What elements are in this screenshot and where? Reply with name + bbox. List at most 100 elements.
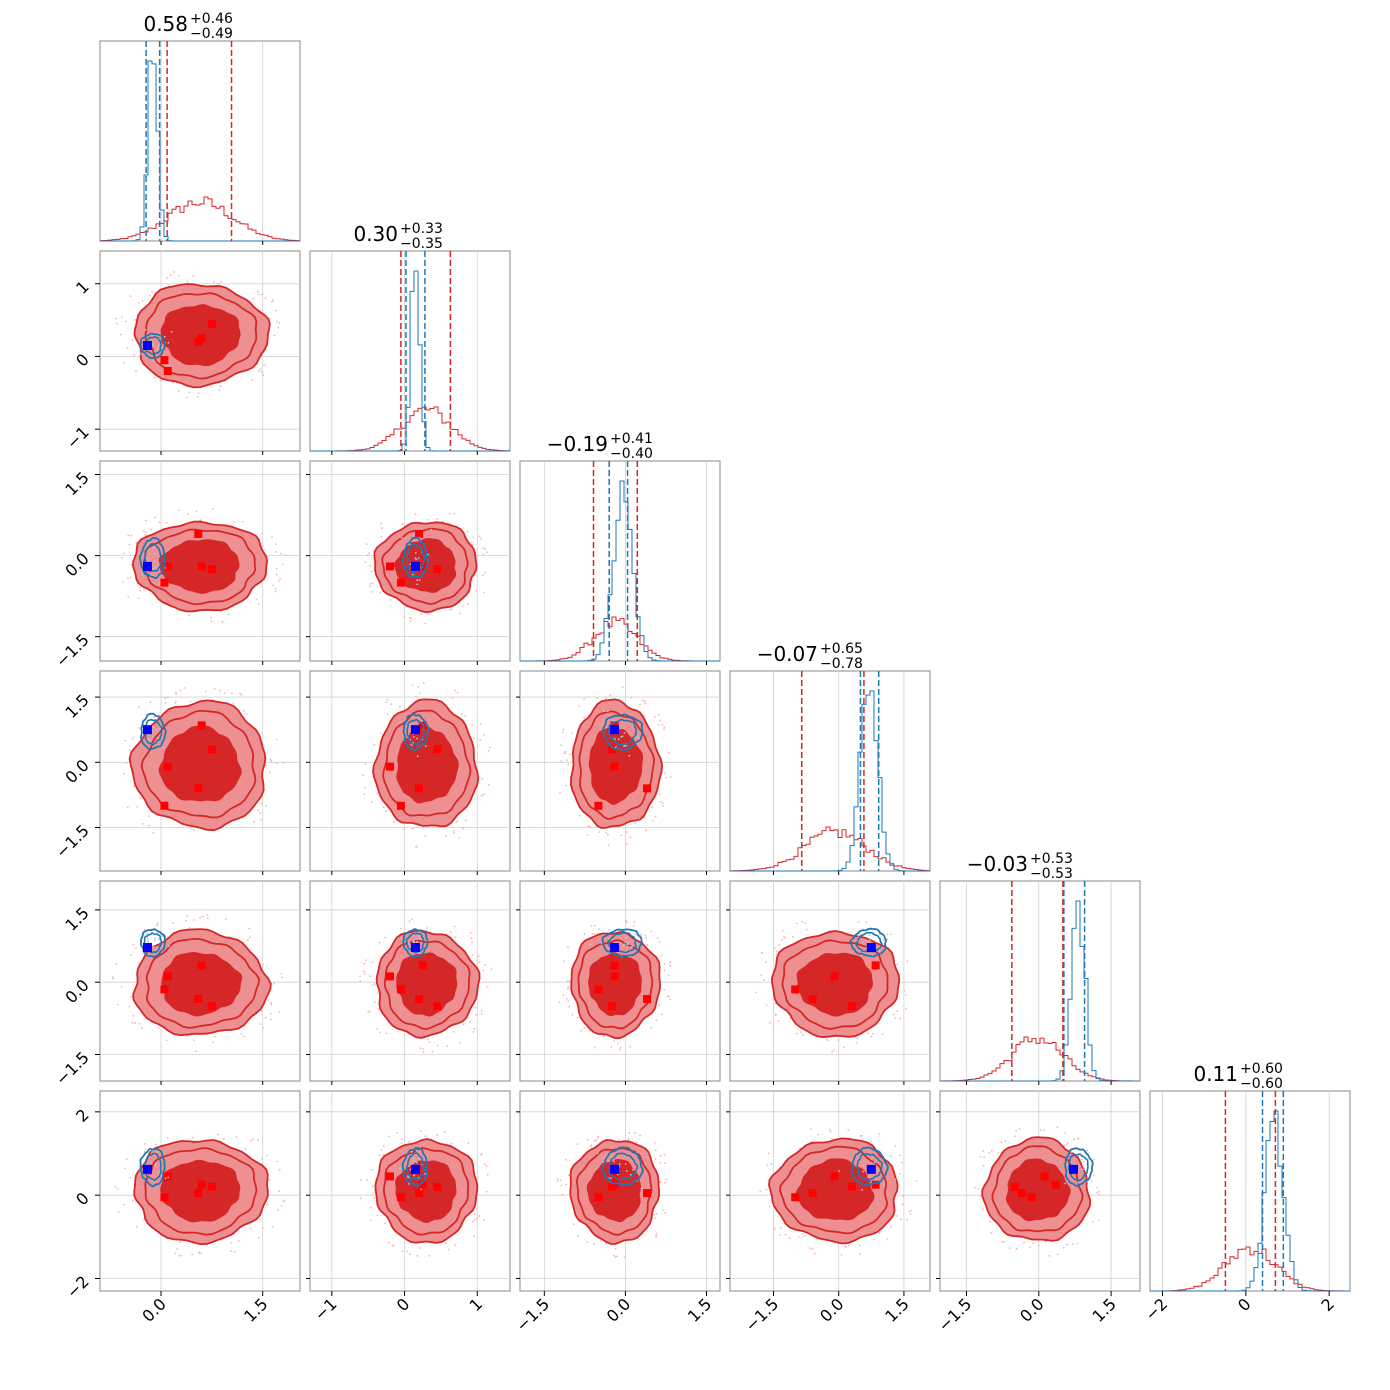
sample-point <box>124 739 127 742</box>
sample-point <box>252 297 255 300</box>
sample-point <box>640 1187 643 1190</box>
x-axis-6: −2 0 2 <box>1141 1291 1338 1325</box>
red-marker <box>194 1189 203 1198</box>
sample-point <box>416 940 418 943</box>
sample-point <box>414 552 417 554</box>
sample-point <box>230 692 233 695</box>
sample-point <box>424 622 427 625</box>
sample-point <box>178 509 181 512</box>
sample-point <box>436 1044 439 1047</box>
sample-point <box>861 941 864 943</box>
y-axis-5: −1.5 0.0 1.5 <box>52 903 100 1089</box>
sample-point <box>1092 1174 1095 1176</box>
sample-point <box>481 1012 483 1015</box>
sample-point <box>363 786 366 789</box>
sample-point <box>154 566 157 568</box>
y-tick-label: 1.5 <box>61 690 92 721</box>
sample-point <box>261 542 263 545</box>
sample-point <box>636 1151 639 1154</box>
sample-point <box>140 1186 143 1188</box>
sample-point <box>123 1203 125 1206</box>
sample-point <box>195 510 198 513</box>
sample-point <box>1086 1180 1089 1183</box>
sample-point <box>1096 1186 1099 1189</box>
sample-point <box>1060 1160 1062 1163</box>
sample-point <box>833 1049 835 1051</box>
sample-point <box>1056 1253 1059 1256</box>
sample-point <box>156 922 159 925</box>
sample-point <box>124 1167 126 1170</box>
sample-point <box>121 556 123 559</box>
sample-point <box>129 576 132 579</box>
red-marker <box>808 1189 817 1198</box>
sample-point <box>827 1039 830 1042</box>
sample-point <box>424 1135 427 1138</box>
x-tick-label: 0 <box>1234 1294 1255 1315</box>
sample-point <box>410 1150 413 1153</box>
x-tick-label: 0.0 <box>138 1294 169 1325</box>
sample-point <box>481 574 484 576</box>
sample-point <box>625 919 627 922</box>
sample-point <box>1015 1129 1018 1132</box>
sample-point <box>212 507 214 510</box>
sample-point <box>139 352 142 355</box>
sample-point <box>452 829 455 832</box>
sample-point <box>164 697 167 699</box>
sample-point <box>135 947 137 950</box>
sample-point <box>561 731 564 733</box>
sample-point <box>174 1252 177 1255</box>
sample-point <box>369 975 371 977</box>
secondary-contour-outer <box>139 332 166 360</box>
sample-point <box>1064 1132 1067 1134</box>
sample-point <box>217 282 220 285</box>
marginal-title-2: 0.30 +0.33−0.35 <box>353 221 442 252</box>
sample-point <box>269 758 272 761</box>
sample-point <box>424 1172 426 1175</box>
sample-point <box>418 579 421 581</box>
sample-point <box>214 1035 217 1038</box>
sample-point <box>847 1244 850 1247</box>
sample-point <box>470 937 473 939</box>
sample-point <box>167 1137 169 1139</box>
sample-point <box>419 1047 422 1050</box>
red-marker <box>433 1182 442 1191</box>
sample-point <box>1000 1141 1003 1144</box>
red-marker <box>607 745 616 754</box>
sample-point <box>775 950 778 953</box>
sample-point <box>245 712 248 715</box>
x-tick-label: 1.5 <box>240 1294 271 1325</box>
sample-point <box>619 1046 622 1049</box>
sample-point <box>199 519 202 521</box>
sample-point <box>370 1168 373 1171</box>
sample-point <box>867 1032 870 1035</box>
red-marker <box>610 972 619 981</box>
sample-point <box>567 1174 570 1177</box>
sample-point <box>386 698 389 701</box>
red-marker <box>1040 1172 1049 1181</box>
sample-point <box>659 1161 662 1164</box>
sample-point <box>619 1163 621 1165</box>
sample-point <box>775 1014 777 1017</box>
sample-point <box>767 1152 770 1155</box>
sample-point <box>183 687 186 689</box>
sample-point <box>167 341 170 344</box>
sample-point <box>396 1132 399 1134</box>
sample-point <box>659 1154 662 1157</box>
sample-point <box>376 1214 379 1217</box>
red-marker <box>1010 1182 1019 1191</box>
sample-point <box>206 914 208 916</box>
panel-5-1 <box>99 880 301 1082</box>
red-marker <box>396 578 405 587</box>
sample-point <box>482 547 485 549</box>
sample-point <box>426 927 428 929</box>
sample-point <box>654 1217 656 1219</box>
red-marker <box>433 1002 442 1011</box>
sample-point <box>902 1195 904 1198</box>
sample-point <box>194 1050 197 1053</box>
sample-point <box>373 743 376 746</box>
sample-point <box>566 759 568 761</box>
sample-point <box>191 1137 194 1139</box>
sample-point <box>258 293 260 296</box>
sample-point <box>462 827 464 830</box>
sample-point <box>982 1150 985 1152</box>
